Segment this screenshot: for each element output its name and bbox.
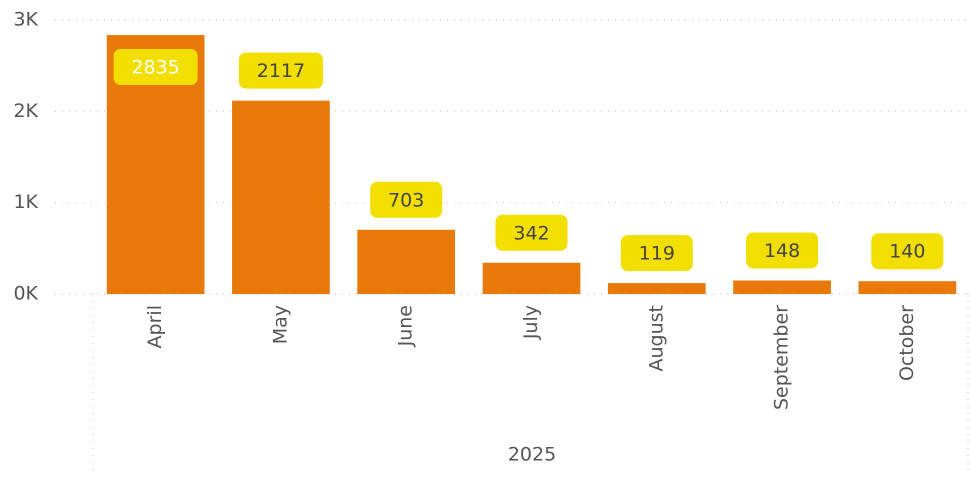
data-label-box <box>620 235 693 272</box>
bar <box>482 262 581 294</box>
data-label: 140 <box>889 241 925 263</box>
data-label-box <box>238 52 323 89</box>
x-tick-label: April <box>144 305 166 348</box>
x-tick-label: October <box>896 305 918 381</box>
x-tick-label: September <box>771 305 793 410</box>
bar <box>232 100 330 294</box>
data-label: 342 <box>513 222 549 244</box>
y-tick-label: 3K <box>13 9 38 31</box>
data-label-box <box>871 233 944 270</box>
bar <box>858 281 957 294</box>
y-tick-label: 0K <box>13 283 38 305</box>
data-label-box <box>495 214 568 251</box>
x-tick-label: June <box>395 305 417 347</box>
bar <box>357 229 456 294</box>
data-label: 119 <box>639 243 675 265</box>
data-label: 148 <box>764 240 800 262</box>
data-label: 2117 <box>257 60 305 82</box>
x-group-label: 2025 <box>508 444 556 466</box>
x-tick-label: July <box>520 305 542 340</box>
bar <box>607 283 706 294</box>
data-label-box <box>746 232 819 269</box>
data-label: 703 <box>388 189 424 211</box>
bar <box>733 280 831 294</box>
data-label-box <box>113 49 198 85</box>
x-tick-label: May <box>269 305 291 344</box>
data-label-box <box>370 181 443 218</box>
data-label: 2835 <box>131 57 179 79</box>
y-tick-label: 2K <box>13 100 38 122</box>
y-tick-label: 1K <box>13 191 38 213</box>
x-tick-label: August <box>645 305 667 372</box>
